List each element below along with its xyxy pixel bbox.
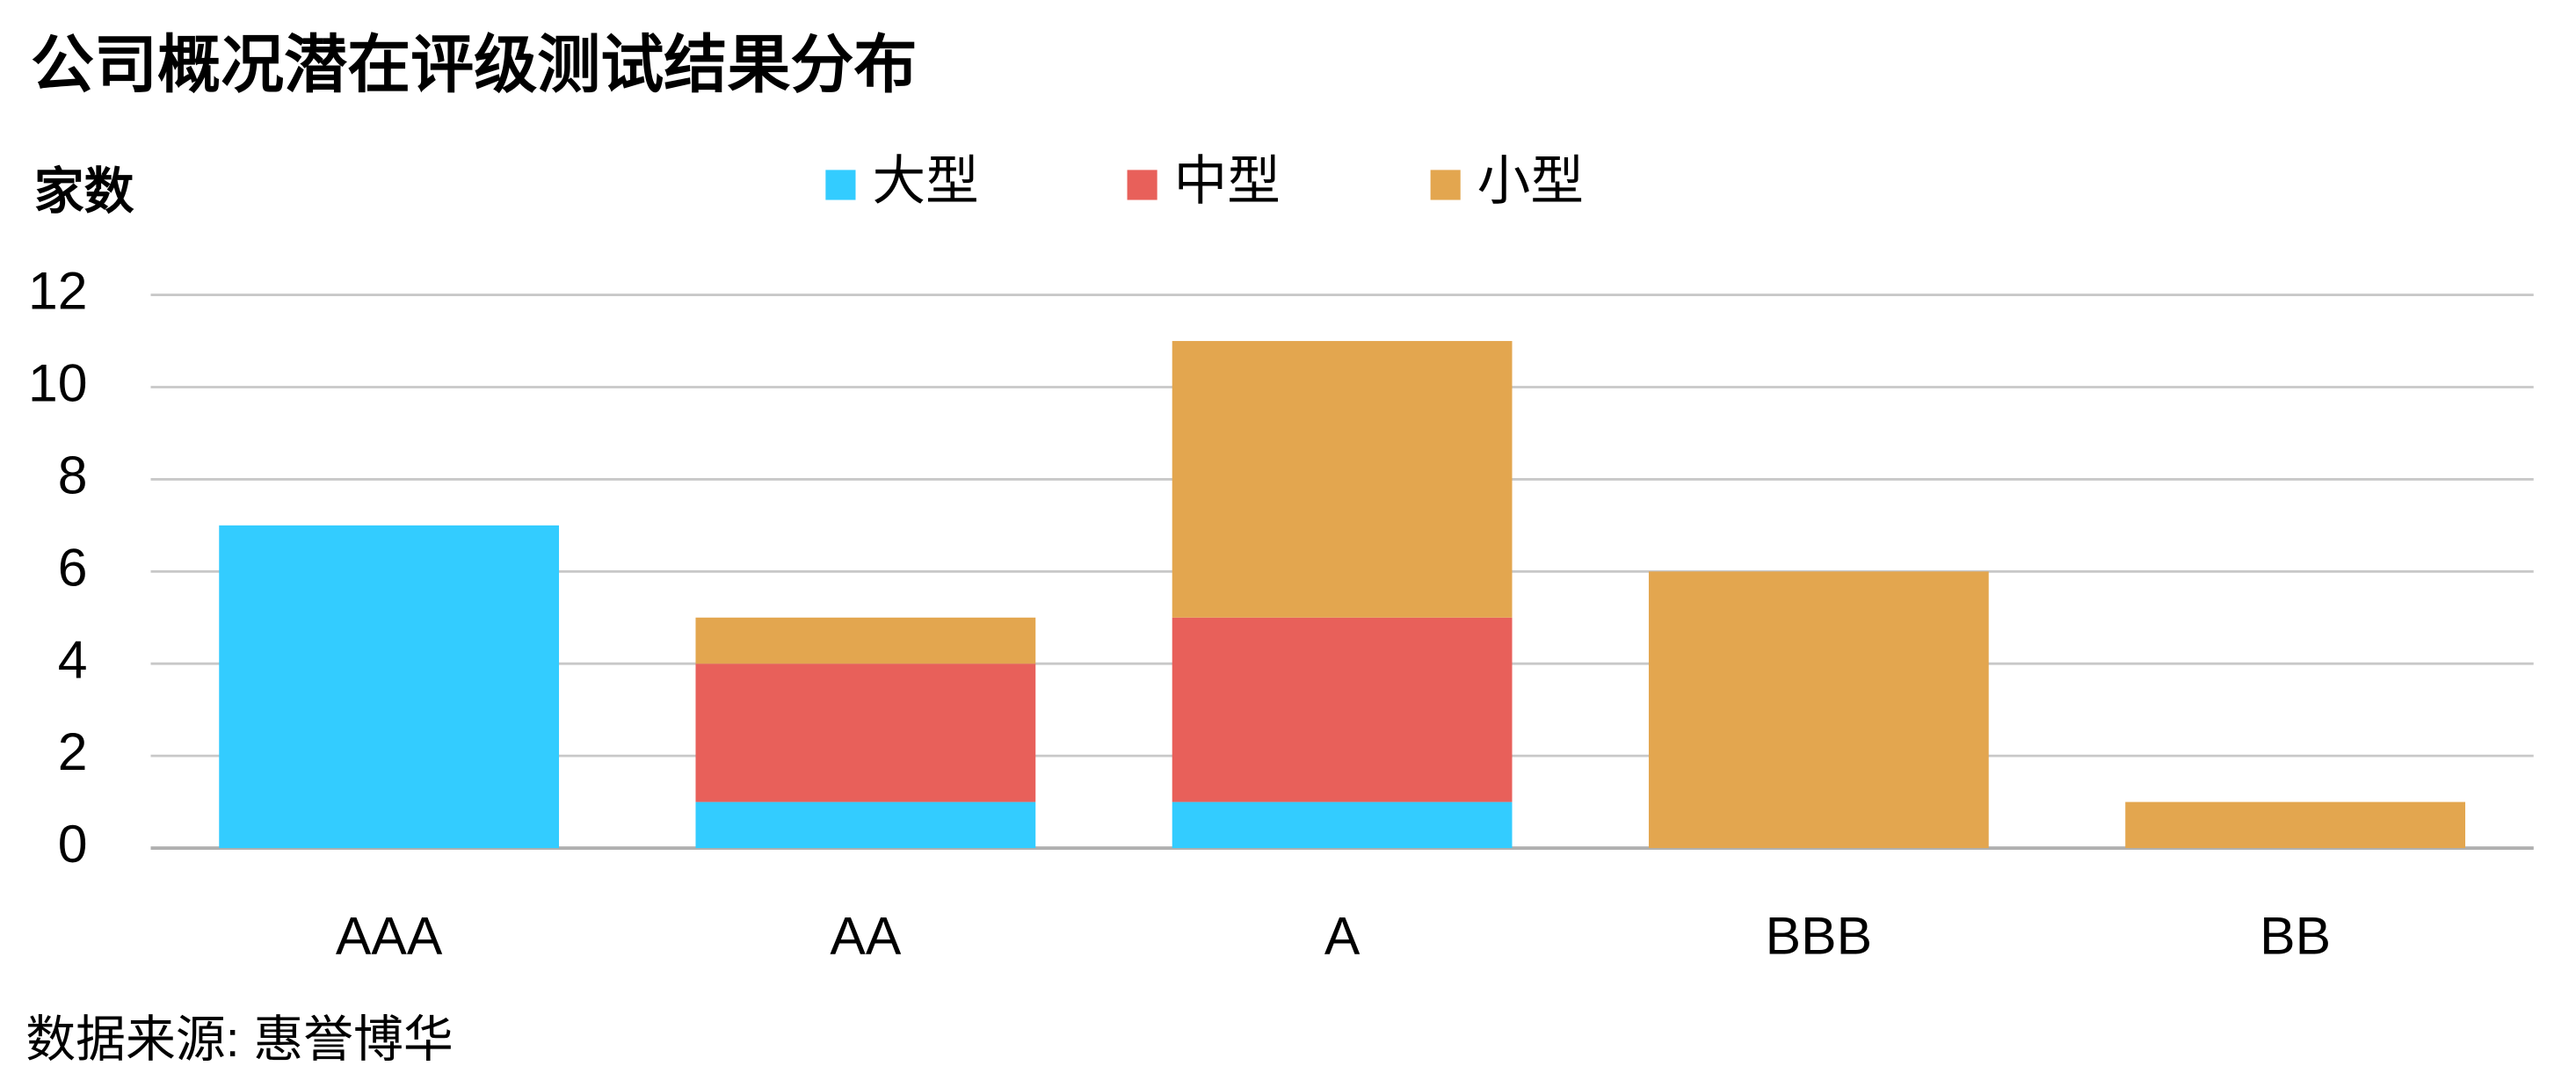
x-tick-label: A bbox=[1324, 905, 1361, 965]
legend-label: 大型 bbox=[872, 150, 978, 210]
bar-segment bbox=[2125, 801, 2465, 849]
y-tick-label: 2 bbox=[58, 721, 88, 781]
y-tick-label: 6 bbox=[58, 537, 88, 597]
y-tick-label: 4 bbox=[58, 629, 88, 689]
y-tick-label: 0 bbox=[58, 814, 88, 874]
bar-segment bbox=[1172, 617, 1513, 802]
legend-swatch bbox=[1430, 170, 1461, 200]
x-tick-label: AA bbox=[830, 905, 901, 965]
bar-segment bbox=[1172, 801, 1513, 849]
bar-segment bbox=[1172, 341, 1513, 618]
bar-segment bbox=[695, 617, 1036, 664]
legend-label: 中型 bbox=[1174, 150, 1281, 210]
legend-swatch bbox=[1127, 170, 1157, 200]
legend-swatch bbox=[825, 170, 856, 200]
y-axis-label: 家数 bbox=[34, 164, 134, 220]
bar-segment bbox=[1648, 571, 1989, 849]
bar-segment bbox=[695, 801, 1036, 849]
legend-label: 小型 bbox=[1477, 150, 1584, 210]
source-note: 数据来源: 惠誉博华 bbox=[25, 1012, 453, 1068]
y-tick-label: 10 bbox=[28, 353, 87, 413]
x-tick-label: BB bbox=[2260, 905, 2331, 965]
x-tick-label: AAA bbox=[336, 905, 443, 965]
x-tick-label: BBB bbox=[1766, 905, 1872, 965]
chart-title: 公司概况潜在评级测试结果分布 bbox=[31, 31, 917, 101]
y-tick-label: 12 bbox=[28, 261, 87, 321]
y-tick-label: 8 bbox=[58, 445, 88, 504]
bar-segment bbox=[695, 663, 1036, 802]
bar-segment bbox=[219, 525, 560, 849]
